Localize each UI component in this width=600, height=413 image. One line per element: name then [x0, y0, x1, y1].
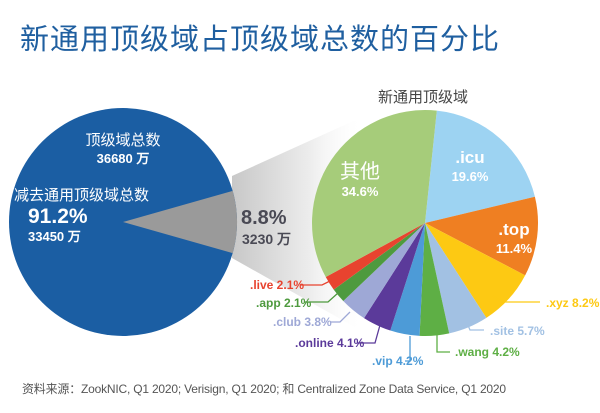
slice-percent-label: 34.6%	[342, 184, 379, 199]
slice-outside-label: .app 2.1%	[256, 296, 312, 310]
slice-live	[325, 223, 425, 290]
leader-line	[357, 324, 381, 344]
slice-outside-label: .live 2.1%	[250, 278, 304, 292]
slice-app	[333, 223, 425, 302]
slice-xyz	[425, 223, 526, 318]
left-main-slice-value: 33450 万	[28, 229, 81, 244]
leader-line	[464, 317, 484, 331]
slice-site	[425, 223, 487, 334]
slice-outside-label: .wang 4.2%	[455, 345, 520, 359]
slice-icu	[425, 110, 535, 223]
left-main-slice-percent: 91.2%	[28, 205, 88, 228]
slice-wang	[419, 223, 450, 336]
left-minor-slice-value: 3230 万	[242, 231, 291, 247]
right-pie-title: 新通用顶级域	[378, 88, 468, 106]
left-main-slice-name: 减去通用顶级域总数	[14, 186, 149, 204]
leader-line	[405, 336, 411, 362]
source-note: 资料来源：ZookNIC, Q1 2020; Verisign, Q1 2020…	[22, 382, 506, 396]
new-gtld-pie	[312, 110, 538, 336]
slice-name-label: 其他	[340, 159, 380, 183]
slice-outside-label: .vip 4.2%	[372, 354, 424, 368]
leader-lines	[300, 279, 540, 362]
left-header-label: 顶级域总数	[85, 131, 160, 149]
total-tld-pie	[9, 108, 237, 336]
slice-outside-label: .online 4.1%	[295, 336, 365, 350]
slice-outside-label: .site 5.7%	[490, 324, 545, 338]
slice-outside-label: .club 3.8%	[273, 315, 332, 329]
slice-club	[343, 223, 425, 319]
slice-online	[364, 223, 425, 331]
slice-name-label: .top	[498, 220, 529, 239]
chart-title: 新通用顶级域占顶级域总数的百分比	[20, 22, 501, 56]
slice-new-gtld	[123, 190, 237, 254]
slice-percent-label: 11.4%	[496, 241, 533, 256]
left-minor-slice-percent: 8.8%	[241, 207, 287, 229]
leader-line	[436, 335, 450, 353]
slice-other	[312, 110, 437, 278]
slice-outside-label: .xyz 8.2%	[546, 296, 600, 310]
slice-vip	[390, 223, 425, 336]
leader-line	[330, 311, 351, 323]
leader-line	[300, 279, 333, 286]
slice-top	[425, 196, 538, 276]
left-header-value: 36680 万	[97, 151, 150, 166]
leader-line	[304, 292, 339, 303]
slice-percent-label: 19.6%	[452, 169, 489, 184]
leader-line	[492, 295, 540, 303]
slice-name-label: .icu	[455, 148, 484, 167]
